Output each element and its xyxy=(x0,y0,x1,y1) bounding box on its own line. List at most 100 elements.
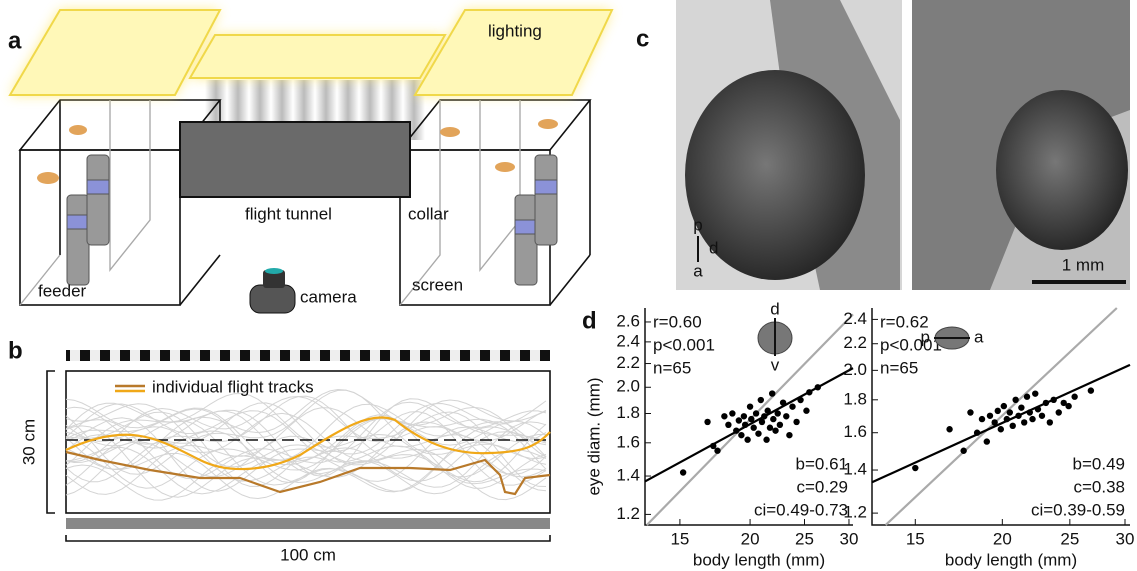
stat-label: p<0.001 xyxy=(653,335,715,354)
legend-label: individual flight tracks xyxy=(152,377,314,396)
camera-icon xyxy=(250,268,295,313)
stat-label: b=0.61 xyxy=(796,454,848,473)
panel-label: b xyxy=(8,337,23,364)
label: screen xyxy=(412,275,463,294)
floor xyxy=(66,518,550,529)
panel-label: d xyxy=(582,307,597,334)
eye xyxy=(996,90,1128,250)
label: camera xyxy=(300,287,357,306)
point xyxy=(738,432,744,438)
point xyxy=(765,408,771,414)
point xyxy=(759,419,765,425)
point xyxy=(984,438,990,444)
stat-label: c=0.29 xyxy=(796,477,848,496)
y-tick-label: 2.2 xyxy=(616,353,640,372)
point xyxy=(946,426,952,432)
point xyxy=(967,409,973,415)
point xyxy=(1015,413,1021,419)
y-tick-label: 2.4 xyxy=(843,309,867,328)
point xyxy=(1004,416,1010,422)
point xyxy=(763,437,769,443)
y-tick-label: 2.4 xyxy=(616,331,640,350)
point xyxy=(1071,394,1077,400)
y-tick-label: 2.6 xyxy=(616,311,640,330)
point xyxy=(979,416,985,422)
stat-label: n=65 xyxy=(653,358,691,377)
y-tick-label: 1.2 xyxy=(843,503,867,522)
inset-label: p xyxy=(921,327,930,346)
screen xyxy=(110,100,150,270)
scale-label: 100 cm xyxy=(280,545,336,564)
y-tick-label: 1.6 xyxy=(616,432,640,451)
pattern xyxy=(66,350,550,361)
stat-label: p<0.001 xyxy=(880,335,942,354)
point xyxy=(1043,400,1049,406)
label: flight tunnel xyxy=(245,204,332,223)
x-axis-label: body length (mm) xyxy=(693,550,825,569)
point xyxy=(960,448,966,454)
screen xyxy=(480,100,520,270)
point xyxy=(729,410,735,416)
inset-label: v xyxy=(771,355,780,374)
point xyxy=(789,403,795,409)
point xyxy=(721,413,727,419)
point xyxy=(1056,409,1062,415)
x-tick-label: 20 xyxy=(993,529,1012,548)
point xyxy=(803,408,809,414)
point xyxy=(1047,419,1053,425)
point xyxy=(998,426,1004,432)
box-top xyxy=(400,100,590,150)
point xyxy=(1018,404,1024,410)
point xyxy=(1039,413,1045,419)
x-axis-label: body length (mm) xyxy=(945,550,1077,569)
edge xyxy=(550,255,590,305)
point xyxy=(1021,419,1027,425)
tracks xyxy=(66,390,546,501)
x-tick-label: 30 xyxy=(1116,529,1135,548)
point xyxy=(806,389,812,395)
point xyxy=(733,427,739,433)
point xyxy=(786,432,792,438)
point xyxy=(783,413,789,419)
point xyxy=(753,410,759,416)
point xyxy=(680,469,686,475)
x-tick-label: 15 xyxy=(670,529,689,548)
point xyxy=(987,413,993,419)
point xyxy=(815,384,821,390)
panel-label: c xyxy=(636,25,649,52)
stat-label: b=0.49 xyxy=(1073,454,1125,473)
y-tick-label: 1.8 xyxy=(616,403,640,422)
stat-label: n=65 xyxy=(880,358,918,377)
x-tick-label: 20 xyxy=(741,529,760,548)
x-tick-label: 30 xyxy=(840,529,859,548)
point xyxy=(751,425,757,431)
point xyxy=(772,427,778,433)
panel-c: p d a 1 mm xyxy=(676,0,1130,290)
point xyxy=(912,465,918,471)
tunnel xyxy=(180,122,410,197)
point xyxy=(1007,409,1013,415)
point xyxy=(991,419,997,425)
point xyxy=(1010,423,1016,429)
stat-label: ci=0.49-0.73 xyxy=(754,500,848,519)
x-tick-label: 15 xyxy=(906,529,925,548)
orientation-label: a xyxy=(693,261,703,280)
y-tick-label: 2.0 xyxy=(843,360,867,379)
point xyxy=(780,399,786,405)
x-tick-label: 25 xyxy=(1060,529,1079,548)
point xyxy=(770,416,776,422)
point xyxy=(758,397,764,403)
point xyxy=(714,448,720,454)
point xyxy=(797,397,803,403)
point xyxy=(769,390,775,396)
point xyxy=(755,430,761,436)
point xyxy=(1001,403,1007,409)
point xyxy=(725,422,731,428)
y-tick-label: 1.4 xyxy=(843,460,867,479)
label: lighting xyxy=(488,21,542,40)
point xyxy=(704,419,710,425)
point xyxy=(741,413,747,419)
panel-b: individual flight tracks 30 cm 100 cm xyxy=(19,350,550,564)
point xyxy=(748,416,754,422)
